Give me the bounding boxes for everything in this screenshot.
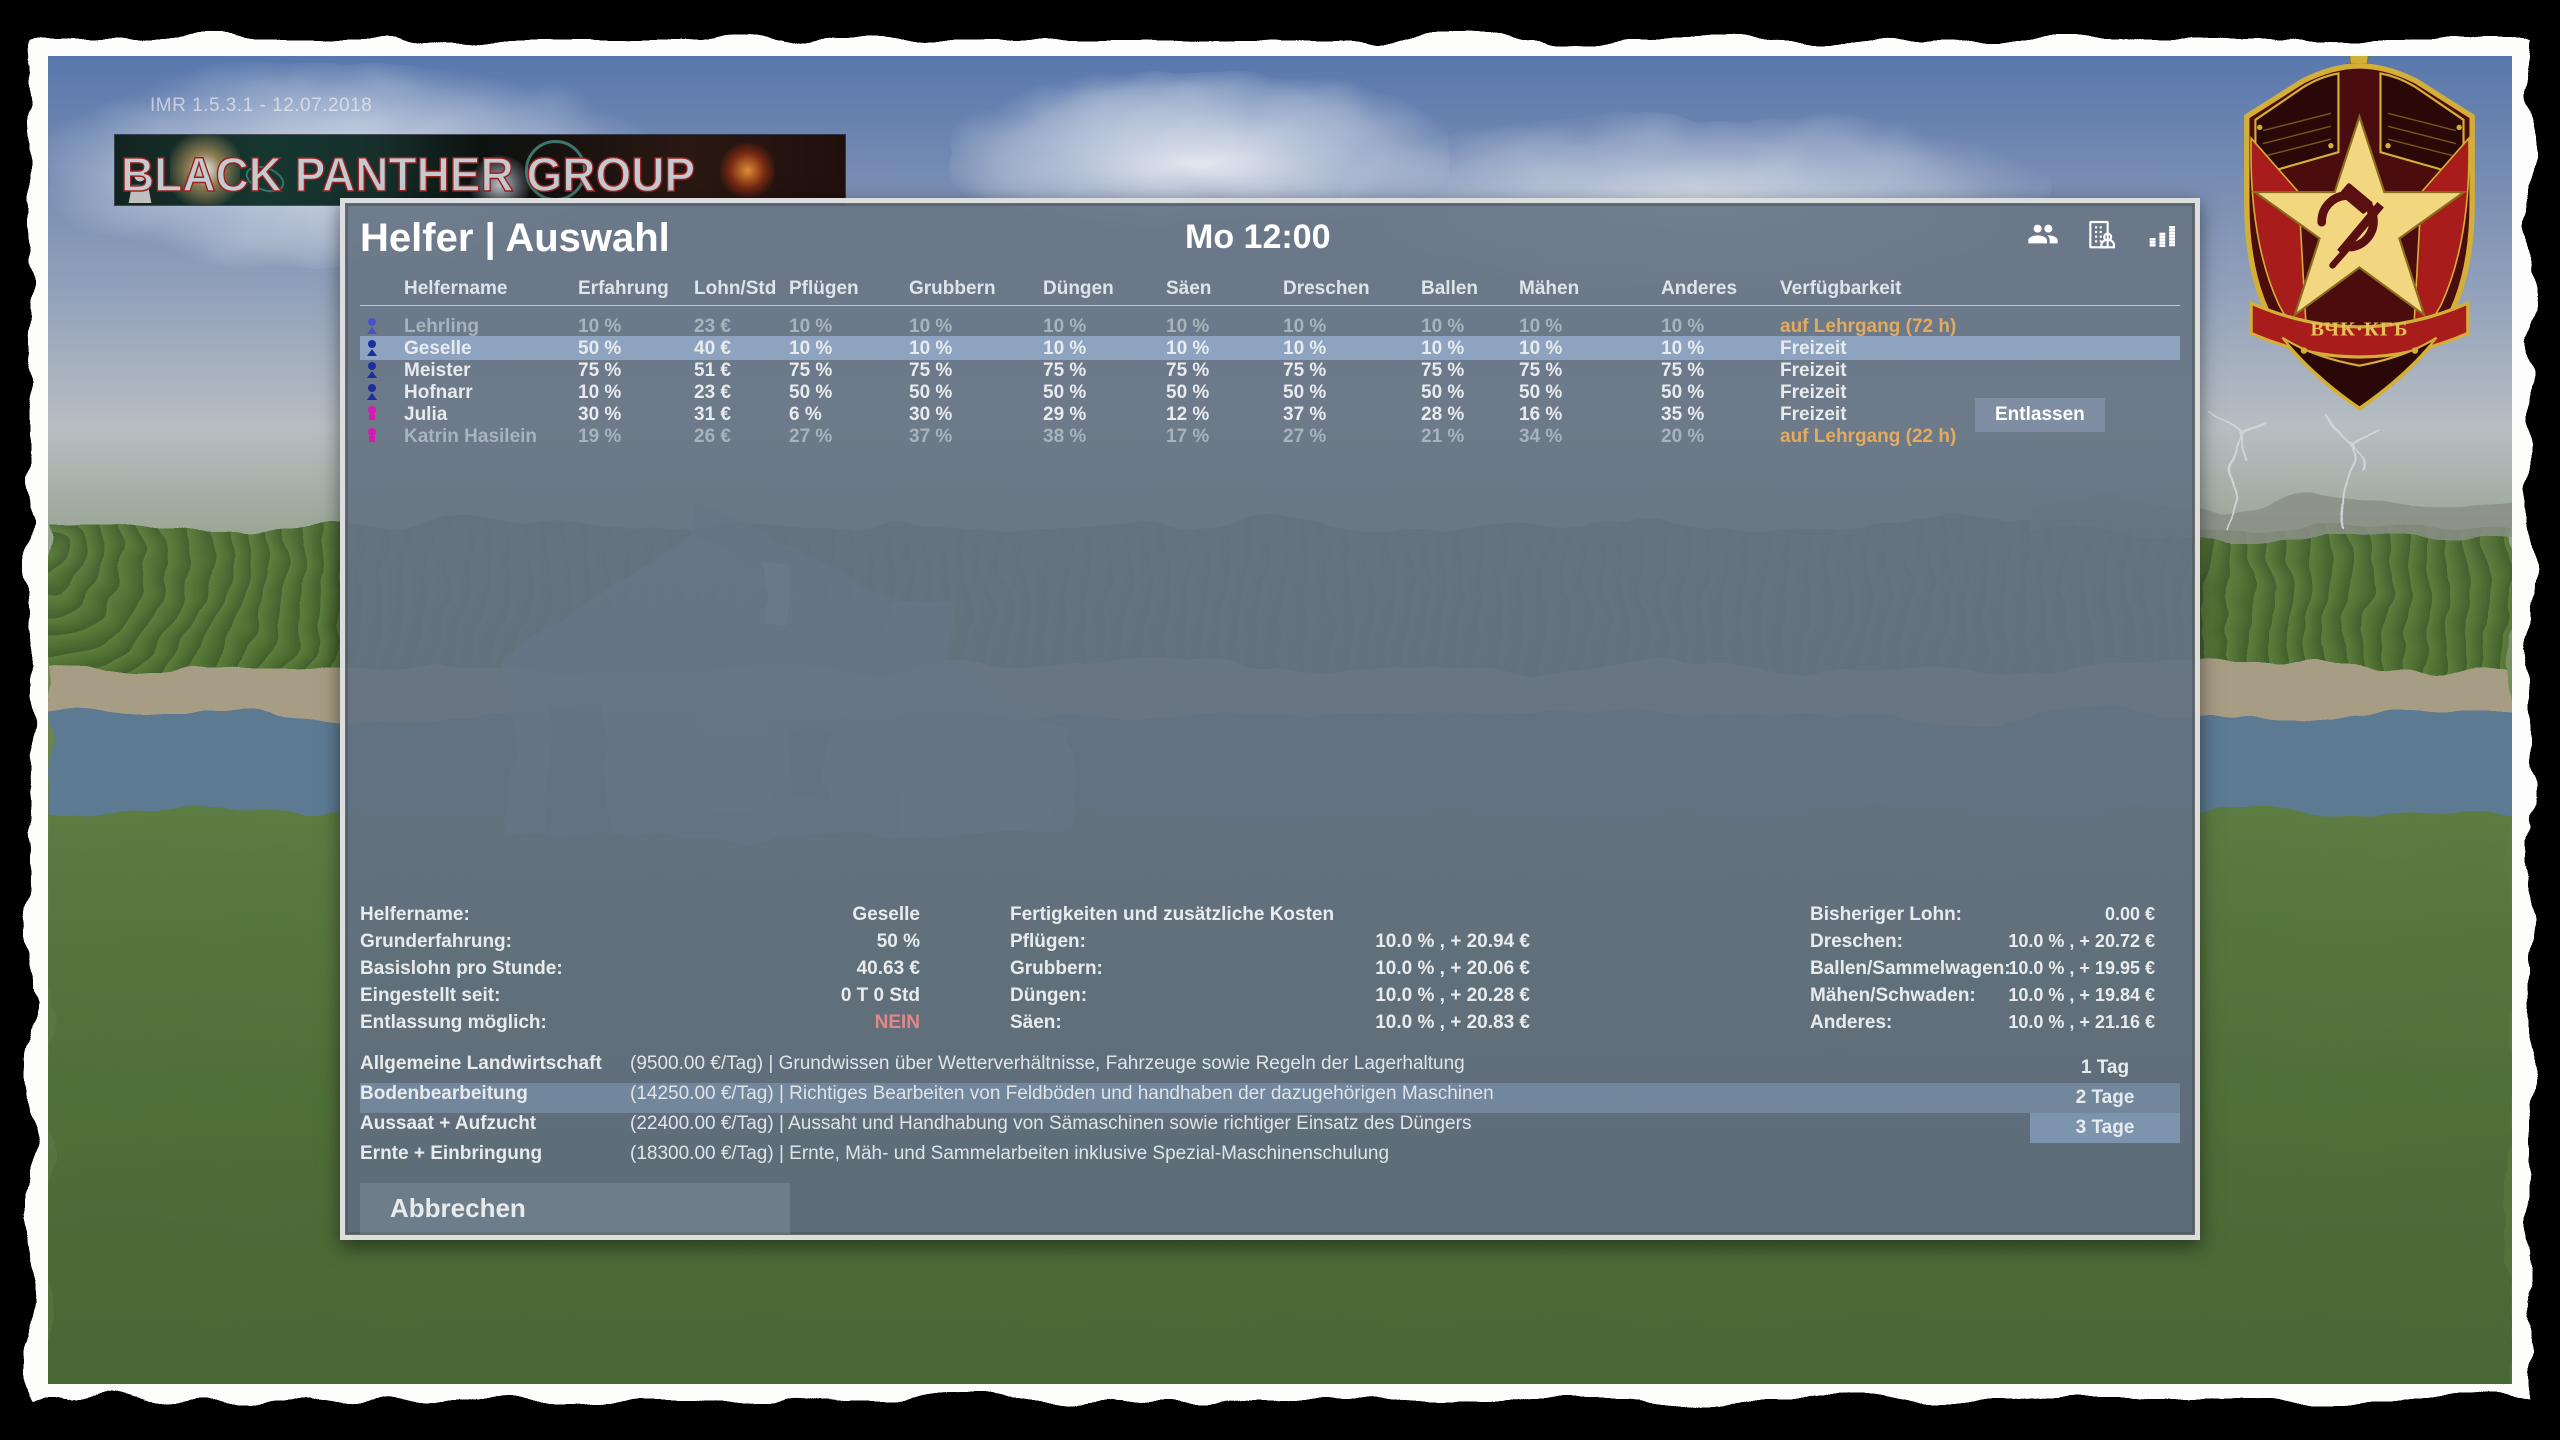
- svg-text:ВЧК·КГБ: ВЧК·КГБ: [2310, 318, 2408, 340]
